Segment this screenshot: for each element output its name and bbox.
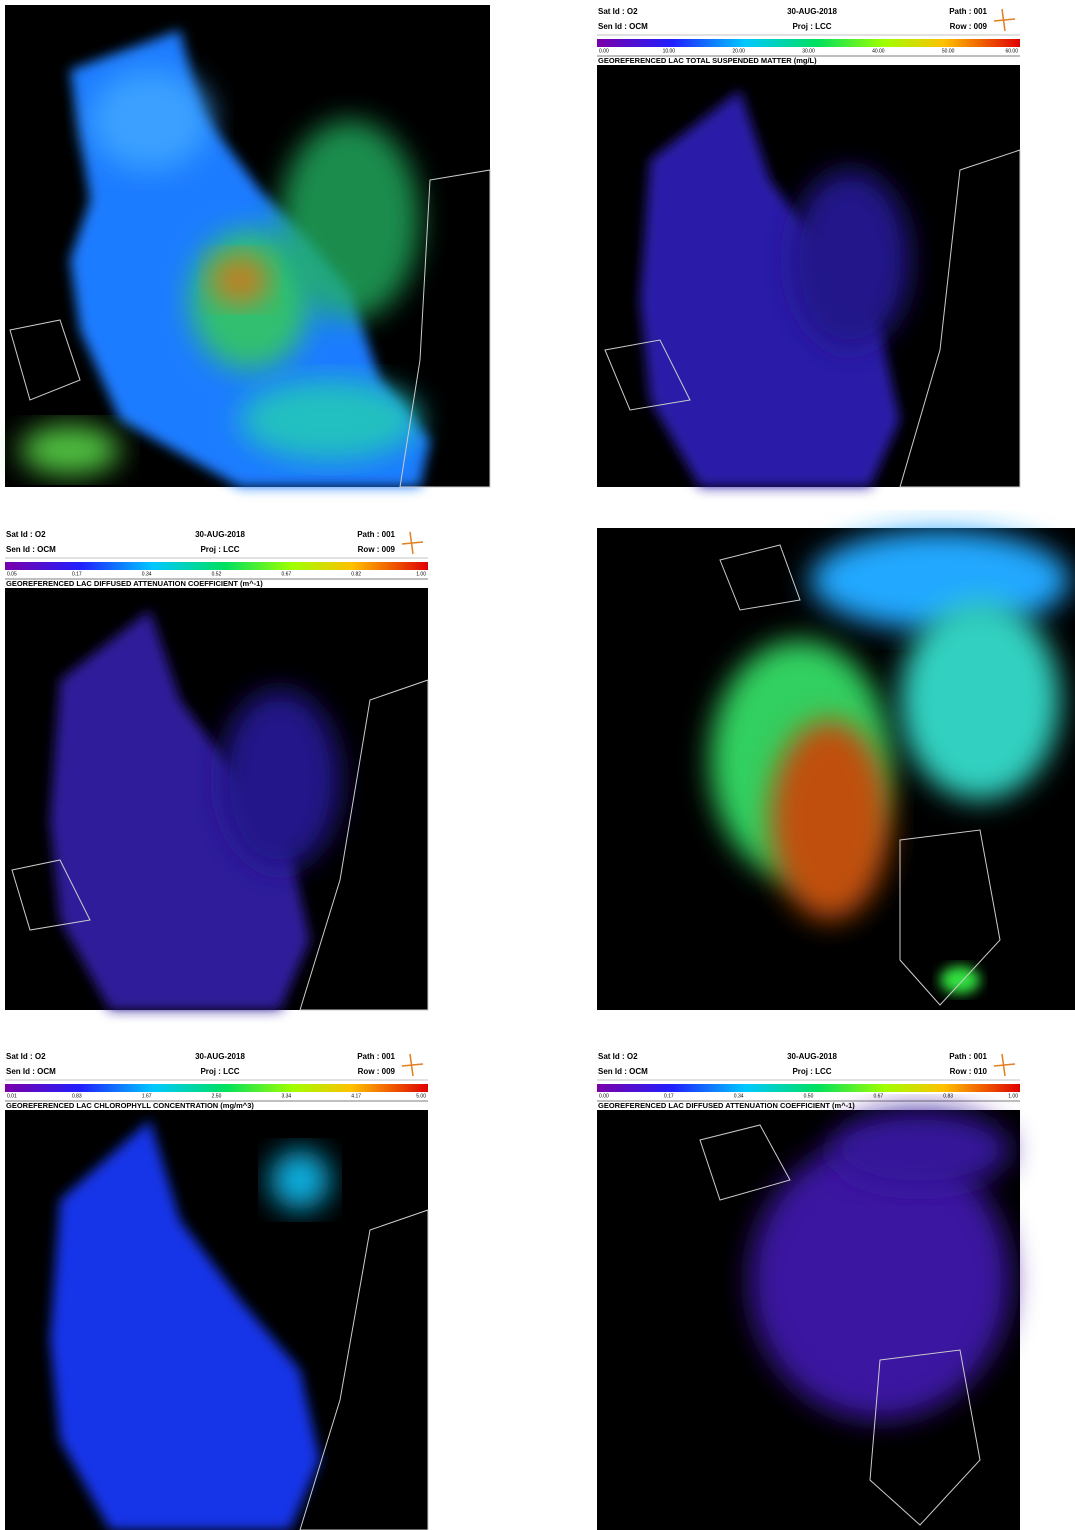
colorbar-label: 0.83 [943,1093,953,1099]
panel-header: Sat Id : O2 30-AUG-2018 Path : 001 Sen Id :… [597,1052,1020,1110]
sen-id: Sen Id : OCM [598,22,648,31]
satellite-image [597,1110,1020,1530]
colorbar-label: 0.17 [72,571,82,577]
panel-header: Sat Id : O2 30-AUG-2018 Path : 001 Sen Id :… [5,1052,428,1110]
colorbar-label: 0.01 [7,1093,17,1099]
colorbar-label: 0.00 [599,48,609,54]
satellite-image [5,588,428,1010]
path: Path : 001 [357,530,395,539]
satellite-image [5,5,490,487]
colorbar-label: 1.00 [1008,1093,1018,1099]
colorbar-label: 2.50 [212,1093,222,1099]
colorbar-label: 0.17 [664,1093,674,1099]
colorbar-label: 30.00 [802,48,815,54]
colorbar [5,562,428,570]
colorbar-label: 0.82 [351,571,361,577]
colorbar-label: 4.17 [351,1093,361,1099]
colorbar-label: 60.00 [1005,48,1018,54]
satellite-image [597,528,1075,1010]
colorbar-label: 0.83 [72,1093,82,1099]
logo [402,1054,423,1076]
date: 30-AUG-2018 [787,7,837,16]
colorbar-label: 40.00 [872,48,885,54]
colorbar-label: 0.67 [281,571,291,577]
colorbar-label: 0.52 [212,571,222,577]
sen-id: Sen Id : OCM [6,545,56,554]
colorbar-label: 1.00 [416,571,426,577]
page: Sat Id : O2 30-AUG-2018 Path : 001 Sen Id :… [0,0,1075,1530]
colorbar-label: 10.00 [663,48,676,54]
sat-id: Sat Id : O2 [6,1052,46,1061]
panel-title: GEOREFERENCED LAC TOTAL SUSPENDED MATTER… [598,56,817,65]
panel-title: GEOREFERENCED LAC CHLOROPHYLL CONCENTRAT… [6,1101,254,1110]
date: 30-AUG-2018 [195,1052,245,1061]
projection: Proj : LCC [792,22,831,31]
date: 30-AUG-2018 [195,530,245,539]
sen-id: Sen Id : OCM [598,1067,648,1076]
colorbar-label: 0.34 [142,571,152,577]
figure: Sat Id : O2 30-AUG-2018 Path : 001 Sen Id :… [0,0,1075,1530]
sat-id: Sat Id : O2 [6,530,46,539]
panel-title: GEOREFERENCED LAC DIFFUSED ATTENUATION C… [6,579,263,588]
projection: Proj : LCC [792,1067,831,1076]
row: Row : 009 [358,545,396,554]
projection: Proj : LCC [200,1067,239,1076]
row: Row : 009 [950,22,988,31]
sen-id: Sen Id : OCM [6,1067,56,1076]
colorbar [5,1084,428,1092]
colorbar-label: 1.67 [142,1093,152,1099]
panel-header: Sat Id : O2 30-AUG-2018 Path : 001 Sen Id :… [597,7,1020,65]
satellite-image [597,65,1020,487]
colorbar-label: 50.00 [942,48,955,54]
colorbar-label: 20.00 [732,48,745,54]
row: Row : 009 [358,1067,396,1076]
colorbar-label: 0.05 [7,571,17,577]
colorbar [597,39,1020,47]
path: Path : 001 [357,1052,395,1061]
logo [994,1054,1015,1076]
satellite-image [5,1110,428,1530]
colorbar-label: 0.00 [599,1093,609,1099]
date: 30-AUG-2018 [787,1052,837,1061]
path: Path : 001 [949,7,987,16]
logo [402,532,423,554]
panel-title: GEOREFERENCED LAC DIFFUSED ATTENUATION C… [598,1101,855,1110]
colorbar-label: 5.00 [416,1093,426,1099]
colorbar-label: 0.50 [804,1093,814,1099]
colorbar [597,1084,1020,1092]
colorbar-label: 0.67 [873,1093,883,1099]
sat-id: Sat Id : O2 [598,7,638,16]
projection: Proj : LCC [200,545,239,554]
colorbar-label: 3.34 [281,1093,291,1099]
panel-header: Sat Id : O2 30-AUG-2018 Path : 001 Sen Id :… [5,530,428,588]
row: Row : 010 [950,1067,988,1076]
logo [994,9,1015,31]
colorbar-label: 0.34 [734,1093,744,1099]
path: Path : 001 [949,1052,987,1061]
sat-id: Sat Id : O2 [598,1052,638,1061]
